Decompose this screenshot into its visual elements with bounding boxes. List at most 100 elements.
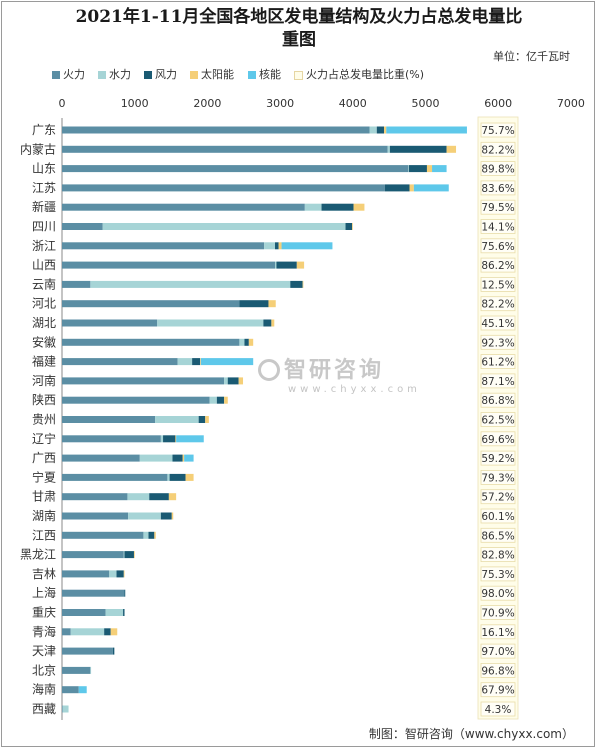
bar-segment: [62, 416, 156, 423]
bar-segment: [384, 126, 387, 134]
ratio-label-box: [480, 450, 516, 466]
ratio-label-box: [480, 431, 516, 447]
ratio-label: 86.2%: [481, 260, 514, 272]
y-tick-label: 湖北: [32, 315, 56, 330]
ratio-label: 86.8%: [481, 395, 514, 407]
x-tick-label: 7000: [557, 97, 585, 110]
legend-label-solar: 太阳能: [201, 68, 234, 81]
y-tick-label: 海南: [32, 682, 56, 697]
ratio-label: 89.8%: [481, 164, 514, 176]
bar-segment: [139, 454, 173, 462]
bar-segment: [409, 184, 414, 192]
ratio-label: 75.6%: [481, 241, 514, 253]
y-tick-label: 上海: [32, 585, 56, 600]
bar-segment: [198, 416, 206, 423]
ratio-label: 69.6%: [481, 434, 514, 446]
x-tick-label: 2000: [193, 97, 221, 110]
ratio-label-box: [480, 199, 516, 215]
bar-segment: [169, 473, 186, 481]
ratio-label-box: [480, 161, 516, 177]
bar-segment: [90, 666, 92, 674]
y-tick-label: 吉林: [32, 567, 56, 581]
legend-item-solar: 太阳能: [190, 66, 234, 82]
bar-segment: [62, 338, 240, 346]
bar-segment: [62, 666, 91, 674]
bar-segment: [271, 319, 275, 327]
y-tick-label: 广西: [32, 451, 56, 465]
ratio-label: 92.3%: [481, 337, 514, 349]
ratio-label: 16.1%: [481, 627, 514, 639]
ratio-label: 82.2%: [481, 144, 514, 156]
bar-segment: [171, 512, 174, 520]
bar-segment: [110, 628, 118, 636]
ratio-label-box: [480, 489, 516, 505]
chart-title-line-2: 重图: [282, 30, 316, 50]
bar-segment: [104, 628, 111, 636]
legend-swatch-nuclear: [248, 71, 256, 79]
legend-item-fire: 火力: [52, 66, 85, 82]
bar-segment: [160, 512, 172, 520]
ratio-label-box: [480, 605, 516, 620]
y-tick-label: 重庆: [32, 606, 56, 620]
bar-segment: [176, 435, 204, 443]
bar-segment: [143, 531, 149, 539]
bar-segment: [227, 377, 239, 385]
ratio-label: 60.1%: [481, 511, 514, 523]
bar-segment: [62, 512, 129, 520]
bar-segment: [263, 319, 272, 327]
y-tick-label: 西藏: [32, 702, 56, 716]
ratio-label: 59.2%: [481, 453, 514, 465]
bar-segment: [281, 242, 333, 250]
watermark-url: www.chyxx.com: [288, 384, 421, 395]
bar-segment: [116, 570, 124, 578]
footer-credit: 制图：智研咨询（www.chyxx.com）: [368, 727, 574, 741]
bar-segment: [105, 609, 124, 616]
bar-segment: [128, 512, 161, 520]
y-tick-label: 甘肃: [32, 490, 56, 504]
bar-segment: [408, 165, 427, 173]
bar-segment: [123, 551, 125, 559]
ratio-label-box: [480, 469, 516, 485]
bar-segment: [123, 609, 125, 616]
bar-segment: [244, 338, 249, 346]
bar-segment: [62, 705, 63, 713]
bar-segment: [200, 358, 254, 366]
bar-segment: [62, 705, 69, 713]
bar-segment: [62, 358, 178, 366]
bar-segment: [276, 261, 297, 269]
chart-title: 2021年1-11月全国各地区发电量结构及火力占总发电量比 重图: [0, 6, 598, 52]
bar-segment: [224, 396, 228, 404]
bar-segment: [239, 300, 269, 308]
ratio-label: 14.1%: [481, 222, 514, 234]
bar-segment: [238, 377, 244, 385]
bar-segment: [62, 454, 140, 462]
ratio-label-box: [480, 334, 516, 350]
ratio-label-box: [480, 238, 516, 254]
bar-segment: [408, 165, 409, 173]
bar-segment: [62, 435, 161, 443]
y-tick-label: 四川: [32, 220, 56, 234]
bar-segment: [432, 165, 447, 173]
legend-label-ratio: 火力占总发电量比重(%): [306, 68, 425, 81]
y-tick-label: 宁夏: [32, 469, 56, 484]
ratio-label-box: [480, 663, 516, 678]
ratio-label-box: [480, 682, 516, 698]
bar-segment: [62, 184, 385, 192]
legend-label-wind: 风力: [155, 68, 177, 81]
bar-segment: [124, 589, 126, 597]
bar-segment: [275, 242, 279, 250]
legend-label-hydro: 水力: [109, 68, 131, 81]
y-tick-label: 辽宁: [32, 431, 56, 446]
bar-segment: [177, 358, 193, 366]
bar-segment: [62, 223, 103, 230]
bar-segment: [182, 454, 185, 462]
bar-segment: [62, 203, 305, 211]
y-tick-label: 山东: [32, 162, 56, 176]
bar-segment: [124, 551, 134, 559]
y-tick-label: 江苏: [32, 181, 56, 195]
bar-segment: [62, 570, 110, 578]
bar-segment: [160, 435, 164, 443]
ratio-label: 67.9%: [481, 685, 514, 697]
bar-segment: [224, 377, 228, 385]
